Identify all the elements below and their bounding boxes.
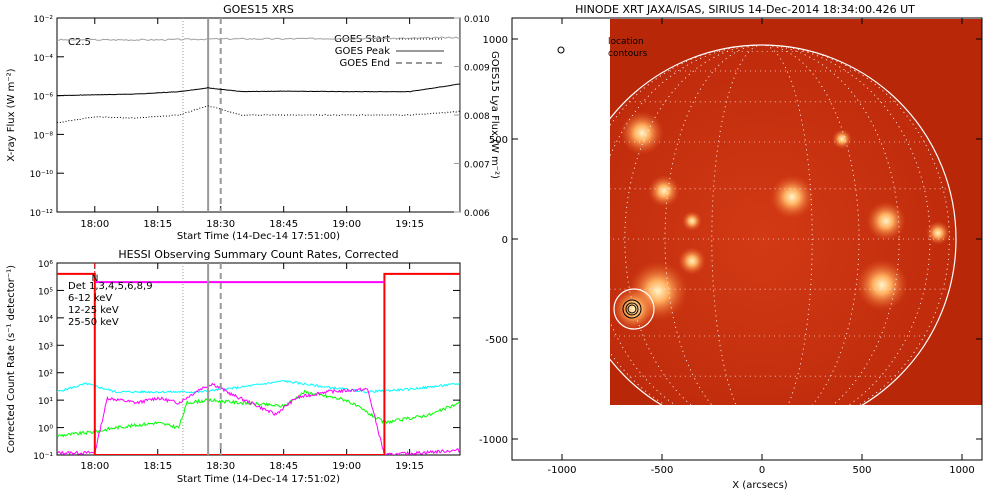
hessi-y-tick-label: 10³ — [38, 342, 53, 352]
xrs-axes: 18:00 18:15 18:30 18:45 19:00 19:15 10⁻¹² 10⁻¹⁰… — [30, 15, 490, 230]
xrt-limb — [610, 44, 957, 405]
hessi-x-tick-label: 19:15 — [395, 461, 424, 472]
xrt-contour — [625, 302, 639, 316]
xrt-bright-region — [612, 287, 656, 331]
hessi-series-6-12 — [57, 382, 460, 455]
xrs-annotation: C2.5 — [68, 37, 91, 48]
xrs-x-tick-label: 18:15 — [143, 219, 172, 230]
hessi-legend-label: 25-50 keV — [68, 317, 119, 328]
xrs-y2-tick-label: 0.010 — [464, 15, 490, 25]
xrs-series-lya — [57, 36, 460, 42]
xrs-title: GOES15 XRS — [223, 3, 294, 16]
xrt-legend-location: location — [608, 37, 644, 47]
xrt-bright-region — [866, 201, 906, 241]
hessi-y-tick-label: 10⁻¹ — [33, 452, 53, 462]
xrt-contour — [627, 304, 637, 314]
hessi-x-label: Start Time (14-Dec-14 17:51:02) — [177, 474, 340, 485]
hessi-y-label: Corrected Count Rate (s⁻¹ detector⁻¹) — [6, 265, 17, 453]
xrs-y-tick-label: 10⁻¹⁰ — [30, 170, 54, 180]
xrt-bright-region — [620, 111, 664, 155]
xrs-series-short — [57, 105, 460, 124]
hessi-x-tick-label: 18:00 — [80, 461, 109, 472]
xrs-x-label: Start Time (14-Dec-14 17:51:00) — [177, 231, 340, 242]
xrs-legend-label: GOES End — [340, 58, 390, 69]
xrs-x-tick-label: 19:15 — [395, 219, 424, 230]
xrt-x-tick-label: -1000 — [547, 465, 576, 476]
xrt-title: HINODE XRT JAXA/ISAS, SIRIUS 14-Dec-2014… — [575, 3, 915, 16]
hessi-flag-label: N — [92, 274, 99, 284]
xrs-y2-tick-label: 0.009 — [464, 64, 490, 74]
xrt-longitude-line — [610, 44, 931, 405]
xrs-legend-label: GOES Start — [334, 34, 390, 45]
xrt-bright-region — [648, 175, 680, 207]
xrs-y2-tick-label: 0.007 — [464, 161, 490, 171]
hessi-x-tick-label: 18:30 — [206, 461, 235, 472]
hessi-x-tick-label: 19:00 — [332, 461, 361, 472]
xrt-bright-region — [770, 175, 814, 219]
hessi-y-tick-label: 10¹ — [38, 397, 53, 407]
xrt-image — [610, 19, 982, 405]
xrt-y-tick-label: 0 — [502, 235, 508, 246]
xrs-legend-label: GOES Peak — [335, 46, 390, 57]
xrs-y-label: X-ray Flux (W m⁻²) — [6, 68, 17, 161]
xrs-y2-tick-label: 0.008 — [464, 112, 490, 122]
xrs-y-tick-label: 10⁻¹² — [30, 209, 54, 219]
hessi-legend-label: 6-12 keV — [68, 293, 112, 304]
xrs-y-tick-label: 10⁻⁴ — [33, 54, 53, 64]
hessi-y-tick-label: 10⁰ — [38, 425, 53, 435]
hessi-y-tick-label: 10⁴ — [38, 315, 53, 325]
xrs-series-long — [57, 83, 460, 97]
hessi-detectors-label: Det 1,3,4,5,6,8,9 — [68, 281, 153, 292]
xrt-x-tick-label: -500 — [651, 465, 674, 476]
xrt-legend-marker — [557, 46, 565, 54]
xrs-y2-label: GOES15 Lya Flux (W m⁻²) — [489, 51, 500, 179]
xrt-legend-contours: contours — [608, 49, 648, 59]
xrt-y-tick-label: -500 — [485, 335, 508, 346]
xrs-y-tick-label: 10⁻⁶ — [33, 93, 53, 103]
hessi-y-tick-label: 10⁵ — [38, 287, 53, 297]
hessi-y-tick-label: 10² — [38, 370, 53, 380]
xrt-longitude-line — [664, 44, 860, 405]
xrs-x-tick-label: 19:00 — [332, 219, 361, 230]
xrt-bright-region — [682, 211, 702, 231]
xrt-longitude-line — [610, 44, 950, 405]
hessi-legend-label: 12-25 keV — [68, 305, 119, 316]
xrt-y-tick-label: -1000 — [479, 435, 508, 446]
hessi-x-tick-label: 18:15 — [143, 461, 172, 472]
hessi-y-tick-label: 10⁶ — [38, 260, 53, 270]
xrt-bright-region — [832, 129, 852, 149]
xrt-y-tick-label: 1000 — [483, 35, 508, 46]
xrt-x-label: X (arcsecs) — [732, 480, 788, 491]
hessi-series-25-50 — [57, 379, 460, 394]
xrs-x-tick-label: 18:00 — [80, 219, 109, 230]
hessi-attenuator-line — [57, 272, 460, 455]
xrt-x-tick-label: 0 — [759, 465, 765, 476]
xrt-bright-region — [678, 247, 706, 275]
xrs-x-tick-label: 18:45 — [269, 219, 298, 230]
hessi-x-tick-label: 18:45 — [269, 461, 298, 472]
xrt-x-tick-label: 1000 — [949, 465, 974, 476]
xrt-contour — [622, 299, 642, 319]
xrt-flare-location-circle — [613, 288, 655, 330]
xrs-y2-tick-label: 0.006 — [464, 209, 490, 219]
xrt-solar-disk — [610, 45, 956, 405]
xrt-bright-region — [926, 221, 950, 245]
xrs-right-axis — [460, 18, 461, 212]
xrt-x-tick-label: 500 — [852, 465, 871, 476]
xrs-y-tick-label: 10⁻² — [33, 15, 53, 25]
xrt-y-tick-label: 500 — [489, 135, 508, 146]
xrs-y-tick-label: 10⁻⁸ — [33, 131, 53, 141]
xrt-axes: -1000 -500 0 500 1000 1000 500 0 -500 -1000 — [479, 17, 983, 476]
hessi-series-12-25 — [57, 389, 460, 438]
xrs-x-tick-label: 18:30 — [206, 219, 235, 230]
xrt-bright-region — [856, 259, 908, 311]
hessi-title: HESSI Observing Summary Count Rates, Cor… — [118, 248, 398, 261]
